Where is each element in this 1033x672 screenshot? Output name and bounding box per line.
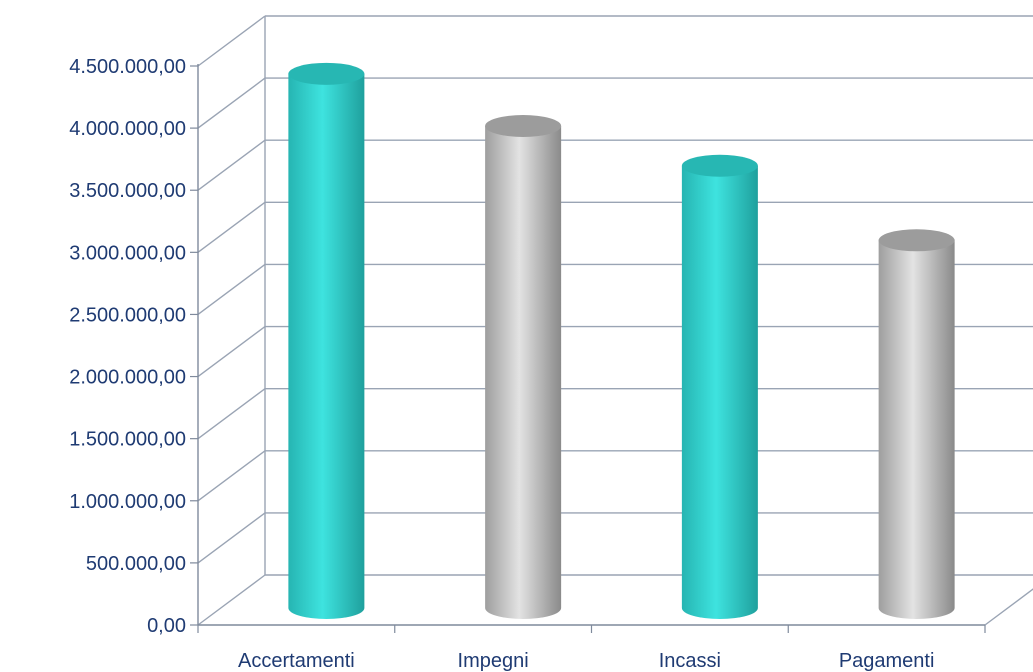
x-category-label: Pagamenti	[839, 650, 935, 672]
gridline-diagonal	[197, 201, 266, 253]
x-category-label: Incassi	[659, 650, 721, 672]
bar-top	[681, 154, 758, 177]
bar-body	[288, 73, 365, 620]
bar-top	[878, 229, 955, 252]
bars	[288, 62, 955, 620]
y-axis-tick-labels: 0,00 500.000,00 1.000.000,00 1.500.000,00 2.…	[69, 56, 186, 637]
y-tick-label: 4.000.000,00	[69, 118, 186, 140]
y-tick-label: 3.500.000,00	[69, 180, 186, 202]
y-tick-label: 3.000.000,00	[69, 242, 186, 264]
y-tick-label: 4.500.000,00	[69, 56, 186, 78]
gridlines	[197, 15, 1033, 626]
y-tick-label: 0,00	[147, 615, 186, 637]
bar-body	[878, 240, 955, 619]
gridline-diagonal	[197, 15, 266, 67]
floor-right-edge	[984, 588, 1033, 626]
gridline-diagonal	[197, 77, 266, 129]
gridline-diagonal	[197, 512, 266, 564]
y-tick-label: 1.000.000,00	[69, 491, 186, 513]
gridline-diagonal	[197, 388, 266, 440]
bar-top	[288, 62, 365, 85]
bar-top	[485, 115, 562, 138]
bar-accertamenti	[288, 62, 365, 620]
gridline-diagonal	[197, 574, 266, 626]
gridline-diagonal	[197, 139, 266, 191]
x-category-label: Accertamenti	[238, 650, 355, 672]
y-tick-label: 1.500.000,00	[69, 429, 186, 451]
x-category-label: Impegni	[458, 650, 529, 672]
bar-body	[681, 165, 758, 619]
bar-body	[485, 126, 562, 620]
y-tick-label: 2.500.000,00	[69, 304, 186, 326]
gridline-diagonal	[197, 263, 266, 316]
bar-pagamenti	[878, 229, 955, 619]
y-tick-label: 2.000.000,00	[69, 367, 186, 389]
bar-impegni	[485, 115, 562, 620]
bar-incassi	[681, 154, 758, 619]
x-axis-category-labels: Accertamenti Impegni Incassi Pagamenti	[238, 650, 934, 672]
y-tick-label: 500.000,00	[86, 553, 186, 575]
gridline-diagonal	[197, 450, 266, 502]
axes	[190, 64, 986, 633]
gridline-diagonal	[197, 325, 266, 378]
